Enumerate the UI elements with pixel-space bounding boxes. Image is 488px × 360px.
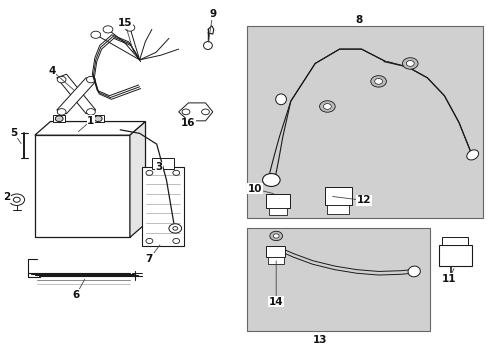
Text: 11: 11	[441, 274, 456, 284]
Circle shape	[172, 226, 177, 230]
Bar	[246, 26, 483, 218]
Circle shape	[402, 58, 417, 69]
Circle shape	[57, 76, 66, 83]
Text: 2: 2	[3, 192, 11, 202]
Text: 6: 6	[73, 290, 80, 300]
Circle shape	[262, 174, 280, 186]
Bar	[325, 187, 351, 205]
Polygon shape	[178, 103, 212, 121]
Circle shape	[201, 109, 209, 115]
Text: 3: 3	[155, 162, 163, 172]
Ellipse shape	[275, 94, 286, 105]
Circle shape	[172, 170, 179, 175]
Bar	[442, 237, 467, 245]
Bar	[438, 244, 471, 266]
Polygon shape	[57, 74, 96, 114]
Text: 1: 1	[87, 116, 94, 126]
Circle shape	[91, 31, 101, 39]
Circle shape	[323, 104, 330, 109]
Circle shape	[9, 194, 24, 206]
Circle shape	[57, 109, 66, 115]
Bar	[268, 208, 287, 215]
Text: 15: 15	[118, 18, 132, 28]
Bar	[92, 115, 104, 122]
Circle shape	[172, 238, 179, 243]
Circle shape	[319, 101, 334, 112]
Text: 5: 5	[10, 128, 18, 138]
Circle shape	[146, 170, 153, 175]
Circle shape	[269, 231, 282, 240]
Bar	[266, 246, 285, 257]
Bar	[267, 257, 283, 264]
Circle shape	[103, 26, 113, 33]
Text: 7: 7	[145, 254, 153, 264]
Text: 9: 9	[209, 9, 216, 19]
Circle shape	[146, 238, 153, 243]
Bar	[35, 135, 130, 237]
Circle shape	[406, 60, 413, 66]
Circle shape	[13, 197, 20, 202]
Circle shape	[55, 116, 63, 122]
Text: 14: 14	[268, 297, 283, 307]
Bar	[152, 158, 173, 168]
Ellipse shape	[466, 150, 478, 160]
Circle shape	[125, 24, 135, 31]
Text: 4: 4	[48, 66, 56, 76]
Polygon shape	[57, 78, 96, 114]
Circle shape	[168, 224, 181, 233]
Circle shape	[86, 109, 95, 115]
Text: 13: 13	[312, 334, 326, 345]
Circle shape	[273, 234, 279, 238]
Circle shape	[86, 76, 95, 83]
Circle shape	[374, 78, 382, 84]
Ellipse shape	[203, 41, 212, 49]
Text: 8: 8	[355, 15, 362, 26]
Polygon shape	[35, 122, 145, 135]
Polygon shape	[130, 122, 145, 237]
Circle shape	[370, 76, 386, 87]
Bar	[142, 167, 183, 246]
Ellipse shape	[407, 266, 420, 277]
Bar	[246, 228, 429, 330]
Circle shape	[94, 116, 102, 122]
Text: 16: 16	[181, 118, 195, 128]
Bar	[266, 194, 289, 208]
Circle shape	[182, 109, 189, 115]
Text: 12: 12	[356, 195, 370, 206]
Bar	[327, 205, 348, 214]
Text: 10: 10	[247, 184, 262, 194]
Bar	[53, 115, 65, 122]
